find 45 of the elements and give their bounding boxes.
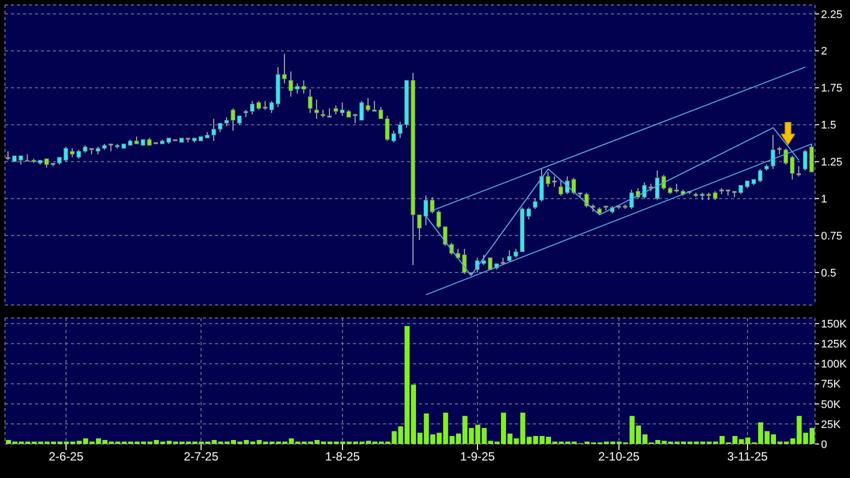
y-tick-label: 100K <box>821 358 848 371</box>
x-tick-label: 2-10-25 <box>598 450 640 464</box>
x-tick-label: 1-8-25 <box>325 450 360 464</box>
candlestick <box>655 170 660 201</box>
y-tick-label: 75K <box>821 378 842 391</box>
y-tick-label: 0.75 <box>821 230 842 242</box>
y-tick-label: 150K <box>821 318 848 331</box>
candlestick <box>565 176 570 195</box>
y-tick-label: 0.5 <box>821 267 836 280</box>
y-tick-label: 50K <box>821 398 842 411</box>
candlestick <box>661 174 666 190</box>
x-tick-label: 3-11-25 <box>727 450 768 464</box>
candlestick <box>340 102 345 116</box>
candlestick <box>288 71 294 98</box>
y-tick-label: 1.25 <box>821 156 842 169</box>
candlestick <box>436 210 441 229</box>
y-tick-label: 2 <box>821 46 828 58</box>
candlestick <box>481 254 486 266</box>
y-tick-label: 25K <box>821 418 842 431</box>
y-tick-label: 0 <box>821 438 828 451</box>
candlestick <box>295 82 300 94</box>
y-tick-label: 1 <box>821 194 828 206</box>
candlestick <box>558 180 564 196</box>
candlestick <box>526 206 531 220</box>
candlestick <box>430 196 435 214</box>
y-tick-label: 1.75 <box>821 82 842 95</box>
candlestick <box>758 168 762 183</box>
candlestick <box>790 155 795 180</box>
candlestick <box>442 226 448 246</box>
candlestick <box>211 118 216 142</box>
y-tick-label: 2.25 <box>821 8 842 21</box>
x-tick-label: 2-6-25 <box>48 450 84 464</box>
candlestick <box>314 99 319 120</box>
y-tick-label: 1.5 <box>821 120 836 132</box>
candlestick <box>571 177 576 195</box>
x-tick-label: 1-9-25 <box>460 450 496 464</box>
candlestick <box>250 100 255 115</box>
y-tick-label: 125K <box>821 338 848 351</box>
candlestick <box>308 88 312 114</box>
candlestick <box>391 130 396 143</box>
candlestick <box>796 166 801 177</box>
candlestick <box>301 80 306 94</box>
candlestick <box>385 115 390 142</box>
x-tick-label: 2-7-25 <box>184 450 219 464</box>
candlestick <box>532 198 538 210</box>
